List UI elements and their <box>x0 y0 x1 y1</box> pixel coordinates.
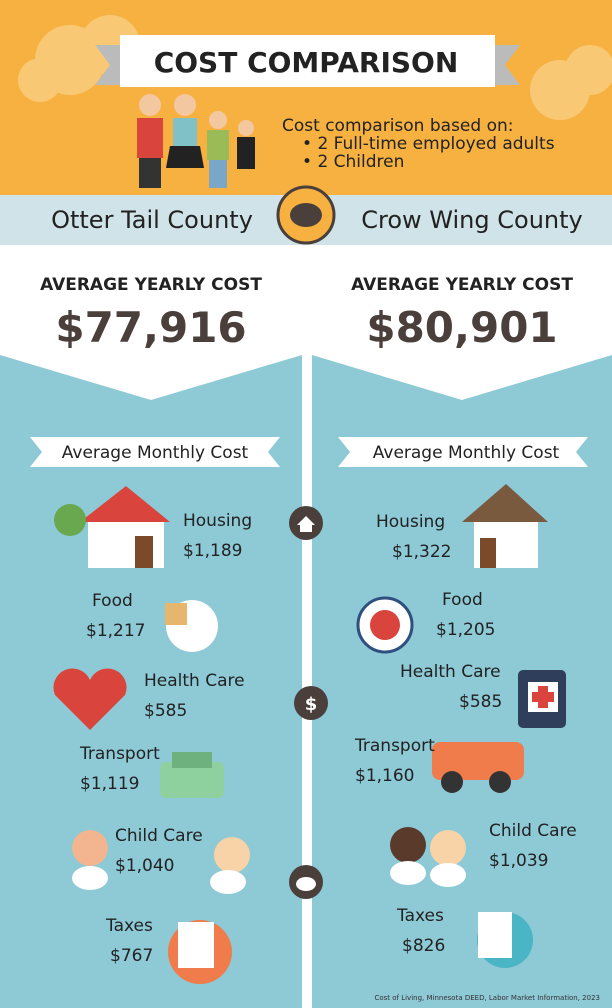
icon-shape <box>210 870 246 894</box>
item-label: Child Care <box>115 826 203 846</box>
yearly-cost: $80,901 <box>366 303 557 352</box>
family <box>137 94 255 188</box>
icon-shape <box>72 830 108 866</box>
item-label: Transport <box>354 736 435 756</box>
footer: Cost of Living, Minnesota DEED, Labor Ma… <box>374 994 600 1002</box>
icon-shape <box>72 866 108 890</box>
monthly-ribbon <box>338 437 588 467</box>
icon-shape <box>135 536 153 568</box>
icon-shape <box>390 861 426 885</box>
bullet: • 2 Full-time employed adults <box>302 134 555 154</box>
item-value: $1,189 <box>183 541 242 561</box>
item-label: Housing <box>183 511 252 531</box>
item-label: Transport <box>79 744 160 764</box>
icon-shape <box>370 610 400 640</box>
item-value: $585 <box>459 692 502 712</box>
icon-shape <box>462 484 548 522</box>
item-value: $1,217 <box>86 621 145 641</box>
icon-shape <box>478 912 512 958</box>
item-label: Health Care <box>144 671 245 691</box>
icon-shape <box>165 603 187 625</box>
item-label: Taxes <box>396 906 444 926</box>
yearly-cost: $77,916 <box>55 303 246 352</box>
item-value: $1,160 <box>355 766 414 786</box>
item-value: $826 <box>402 936 445 956</box>
bullet: • 2 Children <box>302 152 404 172</box>
icon-shape <box>53 668 127 730</box>
item-value: $1,205 <box>436 620 495 640</box>
item-label: Taxes <box>105 916 153 936</box>
icon-shape <box>430 863 466 887</box>
icon-shape <box>432 742 524 780</box>
icon-shape <box>214 837 250 873</box>
monthly-ribbon <box>30 437 280 467</box>
monthly-label: Average Monthly Cost <box>62 443 249 463</box>
icon-shape <box>441 771 463 793</box>
county-name: Crow Wing County <box>361 206 582 234</box>
item-value: $1,040 <box>115 856 174 876</box>
bullet-text: 2 Full-time employed adults <box>317 134 554 154</box>
item-label: Food <box>92 591 133 611</box>
icon-shape <box>390 827 426 863</box>
item-label: Health Care <box>400 662 501 682</box>
item-label: Child Care <box>489 821 577 841</box>
item-value: $585 <box>144 701 187 721</box>
yearly-label: AVERAGE YEARLY COST <box>351 275 573 295</box>
otter-face <box>290 203 322 227</box>
icon-shape <box>54 504 86 536</box>
svg-text:$: $ <box>305 694 318 715</box>
icon-shape <box>480 538 496 568</box>
icons <box>53 484 566 984</box>
icon-shape <box>532 692 554 702</box>
item-label: Housing <box>376 512 445 532</box>
title: COST COMPARISON <box>154 46 459 79</box>
title-ribbon <box>120 35 495 87</box>
monthly-label: Average Monthly Cost <box>373 443 560 463</box>
icon-shape <box>178 922 214 968</box>
yearly-label: AVERAGE YEARLY COST <box>40 275 262 295</box>
icon-shape <box>430 830 466 866</box>
item-value: $767 <box>110 946 153 966</box>
icon-shape <box>160 762 224 798</box>
basis: Cost comparison based on: <box>282 116 513 136</box>
icon-shape <box>80 486 170 522</box>
icon-shape <box>172 752 212 768</box>
center-icons: $ <box>289 506 328 899</box>
item-value: $1,119 <box>80 774 139 794</box>
item-label: Food <box>442 590 483 610</box>
county-name: Otter Tail County <box>51 206 253 234</box>
bullet-text: 2 Children <box>317 152 404 172</box>
item-value: $1,039 <box>489 851 548 871</box>
item-value: $1,322 <box>392 542 451 562</box>
icon-shape <box>489 771 511 793</box>
